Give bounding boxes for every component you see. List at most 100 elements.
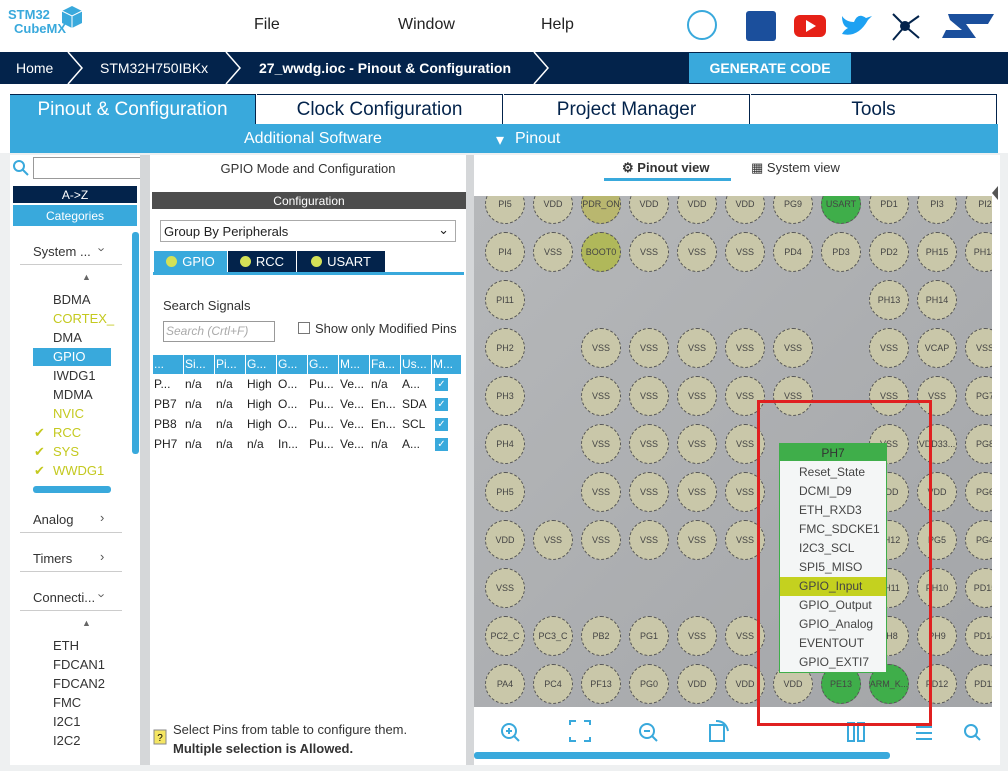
icon[interactable] <box>746 11 776 41</box>
pin[interactable]: PH3 <box>485 376 525 416</box>
category-item[interactable]: I2C2 <box>53 733 81 748</box>
breadcrumb-item[interactable]: STM32H750IBKx <box>100 60 209 76</box>
table-cell[interactable]: n/a <box>184 395 215 414</box>
scroll-up[interactable]: ▲ <box>82 618 91 628</box>
scroll-up[interactable]: ▲ <box>82 272 91 282</box>
pin[interactable]: PD4 <box>773 232 813 272</box>
pin[interactable]: VCAP <box>917 328 957 368</box>
category-group[interactable]: System ... <box>33 244 91 259</box>
table-cell[interactable]: Ve... <box>339 415 370 434</box>
pin[interactable]: VSS <box>677 424 717 464</box>
fit[interactable] <box>569 720 591 742</box>
pin[interactable]: VSS <box>677 520 717 560</box>
pin[interactable]: PC2_C <box>485 616 525 656</box>
pin[interactable]: VDD <box>533 196 573 224</box>
table-cell[interactable]: Pu... <box>308 435 339 454</box>
pin[interactable]: PI2 <box>965 196 992 224</box>
category-item[interactable]: FDCAN1 <box>53 657 106 672</box>
pin-function[interactable]: DCMI_D9 <box>799 484 852 498</box>
pin-function[interactable]: I2C3_SCL <box>799 541 855 555</box>
table-cell[interactable]: SDA <box>401 395 432 414</box>
breadcrumb-item[interactable]: Home <box>16 60 54 76</box>
group-select[interactable]: Group By Peripherals ⌄ <box>160 220 456 242</box>
table-cell[interactable]: A... <box>401 375 432 394</box>
pin[interactable]: VSS <box>965 328 992 368</box>
category-item[interactable]: MDMA <box>53 387 93 402</box>
table-header[interactable]: M... <box>339 355 370 374</box>
table-header[interactable]: Fa... <box>370 355 401 374</box>
table-cell[interactable]: Ve... <box>339 395 370 414</box>
search-box[interactable] <box>33 157 145 179</box>
pin[interactable]: PD12 <box>917 664 957 704</box>
pin[interactable]: VDD <box>725 196 765 224</box>
pin[interactable]: VSS <box>917 376 957 416</box>
pin[interactable]: VSS <box>533 520 573 560</box>
table-cell[interactable]: PB7 <box>153 395 184 414</box>
view-tab[interactable]: ▦ System view <box>751 160 840 175</box>
sidebar-scrollbar[interactable] <box>132 232 139 454</box>
search[interactable] <box>964 724 981 741</box>
main-tab[interactable]: Pinout & Configuration <box>10 94 256 124</box>
pin[interactable]: PG8 <box>965 424 992 464</box>
pin[interactable]: PG6 <box>965 472 992 512</box>
icon[interactable] <box>892 13 920 41</box>
table-cell[interactable]: n/a <box>215 395 246 414</box>
pin-function[interactable]: SPI5_MISO <box>799 560 863 574</box>
pin[interactable]: VDD <box>485 520 525 560</box>
category-item[interactable]: CORTEX_ <box>53 311 115 326</box>
table-cell[interactable]: Pu... <box>308 415 339 434</box>
pin[interactable]: PB2 <box>581 616 621 656</box>
table-header[interactable]: G... <box>308 355 339 374</box>
row-checkbox[interactable]: ✓ <box>435 418 448 431</box>
category-item[interactable]: I2C1 <box>53 714 81 729</box>
table-cell[interactable]: n/a <box>184 375 215 394</box>
table-cell[interactable]: En... <box>370 395 401 414</box>
pin[interactable]: PD14 <box>965 616 992 656</box>
pin[interactable]: VSS <box>677 328 717 368</box>
pin[interactable]: PH14 <box>965 232 992 272</box>
pin[interactable]: VSS <box>629 424 669 464</box>
pin[interactable]: PH9 <box>917 616 957 656</box>
row-checkbox[interactable]: ✓ <box>435 378 448 391</box>
pin[interactable]: VDD <box>917 472 957 512</box>
rotate[interactable] <box>709 720 729 742</box>
icon[interactable] <box>942 14 994 38</box>
pin[interactable]: VDD <box>677 196 717 224</box>
category-item[interactable]: WWDG1 <box>53 463 105 478</box>
table-cell[interactable]: Pu... <box>308 395 339 414</box>
pin[interactable]: VSS <box>629 520 669 560</box>
menu-item[interactable]: Help <box>541 16 574 33</box>
pin[interactable]: VSS <box>869 328 909 368</box>
scroll-arrow[interactable] <box>990 183 1000 203</box>
category-item[interactable]: NVIC <box>53 406 85 421</box>
icon[interactable] <box>842 15 872 35</box>
row-checkbox[interactable]: ✓ <box>435 438 448 451</box>
subtab[interactable]: Additional Software <box>244 130 382 147</box>
peripheral-tab[interactable]: RCC <box>228 251 296 272</box>
menu-item[interactable]: Window <box>398 16 455 33</box>
category-item[interactable]: DMA <box>53 330 82 345</box>
pin-function[interactable]: GPIO_EXTI7 <box>799 655 870 669</box>
pin-function[interactable]: Reset_State <box>799 465 866 479</box>
table-cell[interactable]: Pu... <box>308 375 339 394</box>
table-cell[interactable]: n/a <box>184 415 215 434</box>
pin[interactable]: VDD33... <box>917 424 957 464</box>
table-header[interactable]: Us... <box>401 355 432 374</box>
generate-button[interactable]: GENERATE CODE <box>689 53 851 83</box>
zoom-out[interactable] <box>639 723 658 742</box>
category-item[interactable]: GPIO <box>53 349 86 364</box>
peripheral-tab[interactable]: GPIO <box>154 251 227 272</box>
pin-function[interactable]: ETH_RXD3 <box>799 503 862 517</box>
pin[interactable]: PI3 <box>917 196 957 224</box>
pin[interactable]: PD11 <box>965 664 992 704</box>
pin[interactable]: PI4 <box>485 232 525 272</box>
pin-function[interactable]: GPIO_Analog <box>799 617 874 631</box>
pin-function[interactable]: GPIO_Output <box>799 598 872 612</box>
pin[interactable]: VSS <box>629 376 669 416</box>
row-checkbox[interactable]: ✓ <box>435 398 448 411</box>
pin-function[interactable]: FMC_SDCKE1 <box>799 522 880 536</box>
pin[interactable]: PDR_ON <box>581 196 621 224</box>
category-item[interactable]: BDMA <box>53 292 91 307</box>
category-item[interactable]: FDCAN2 <box>53 676 106 691</box>
table-cell[interactable]: A... <box>401 435 432 454</box>
